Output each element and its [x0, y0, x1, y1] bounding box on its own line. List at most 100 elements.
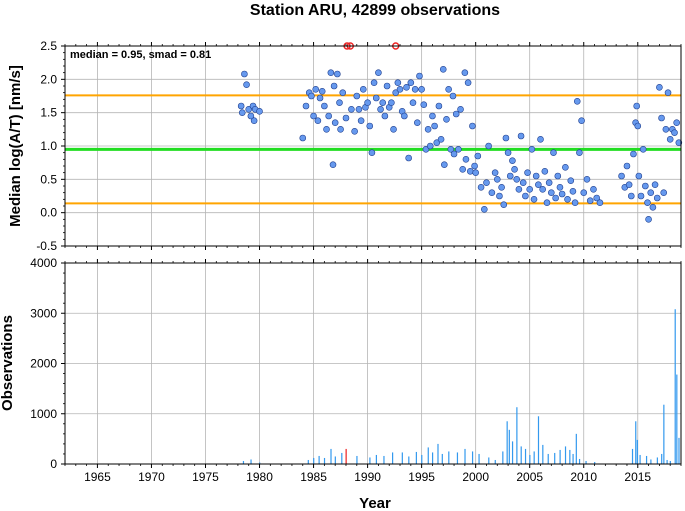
observation-bar: [334, 456, 336, 464]
median-point: [325, 112, 332, 120]
median-point: [623, 162, 631, 170]
median-point: [366, 122, 374, 130]
x-tick-label: 1990: [354, 470, 381, 484]
median-point: [314, 117, 322, 124]
observation-bar: [676, 374, 678, 464]
observation-bar: [478, 453, 480, 464]
median-point: [502, 134, 510, 142]
median-point: [513, 176, 521, 183]
observation-bar: [575, 433, 577, 464]
observations-x-ticks: 1965 1970 1975 1980 1985 1990 1995 2000 2005 2010…: [64, 259, 682, 484]
observation-bar: [415, 451, 417, 464]
y-tick-label: 2.0: [40, 72, 57, 86]
stats-annotation: median = 0.95, smad = 0.81: [70, 49, 211, 61]
median-point: [639, 146, 647, 153]
median-point: [666, 136, 674, 143]
observation-bar: [524, 448, 527, 464]
median-point: [424, 126, 432, 133]
median-point: [658, 114, 665, 122]
median-point: [580, 189, 588, 196]
observation-bar: [313, 457, 315, 464]
observation-bar: [635, 421, 637, 464]
median-point: [418, 86, 425, 93]
median-point: [488, 189, 496, 196]
y-tick-label: 2000: [30, 357, 57, 371]
observation-bar: [533, 451, 535, 464]
observation-bar: [661, 453, 663, 464]
observation-bar: [456, 452, 459, 464]
observation-bar-outlier: [345, 448, 347, 464]
observation-bar: [441, 453, 443, 464]
observation-bar: [578, 458, 581, 464]
median-point: [630, 150, 637, 158]
median-point: [483, 179, 490, 186]
median-point: [569, 188, 577, 195]
observation-bar: [421, 454, 423, 464]
median-point: [675, 139, 683, 146]
y-tick-label: 0: [50, 457, 57, 471]
median-point: [496, 192, 503, 200]
median-point: [377, 106, 384, 113]
observation-bar: [542, 444, 544, 464]
median-point: [645, 216, 652, 223]
x-tick-label: 1985: [300, 470, 327, 484]
median-point: [471, 162, 478, 170]
observation-bar: [516, 407, 518, 464]
y-tick-label: 1000: [30, 407, 57, 421]
observation-bar: [506, 421, 508, 464]
observation-bar: [375, 454, 377, 464]
median-point: [383, 82, 391, 90]
median-points: [237, 66, 683, 223]
median-point: [532, 172, 540, 180]
x-tick-label: 2000: [462, 470, 489, 484]
median-point: [673, 119, 680, 126]
x-tick-label: 1995: [408, 470, 435, 484]
median-point: [455, 146, 462, 153]
median-point: [485, 142, 492, 150]
median-point: [331, 119, 339, 126]
x-tick-label: 2015: [624, 470, 651, 484]
median-point: [237, 102, 245, 110]
median-point: [372, 94, 380, 102]
median-point: [515, 186, 523, 193]
median-point: [554, 172, 562, 180]
median-point: [498, 184, 505, 191]
median-point: [394, 79, 402, 86]
median-point: [593, 194, 601, 202]
observation-bar: [656, 457, 658, 464]
median-point: [509, 157, 516, 164]
median-point: [466, 168, 474, 175]
observation-bar: [431, 452, 434, 464]
median-point: [618, 172, 625, 180]
median-point: [426, 142, 434, 150]
observation-bar: [650, 459, 652, 464]
median-point: [504, 149, 512, 156]
median-point: [462, 156, 470, 163]
median-point: [583, 176, 591, 183]
observation-bar: [356, 455, 358, 464]
observation-bar: [554, 452, 556, 464]
reference-lines: [65, 94, 681, 205]
observation-bar: [537, 416, 540, 464]
observation-bar: [383, 455, 385, 464]
median-point: [644, 199, 651, 206]
median-point: [355, 106, 363, 113]
observation-bar: [307, 459, 309, 464]
observation-bar: [520, 446, 522, 464]
median-point: [388, 99, 395, 106]
median-point: [651, 181, 659, 188]
median-point: [310, 112, 317, 120]
median-point: [403, 84, 410, 91]
observation-bar: [502, 451, 504, 464]
median-point: [334, 70, 341, 78]
median-point: [459, 166, 466, 173]
observation-bar: [636, 439, 638, 464]
median-point: [396, 86, 404, 93]
median-point: [405, 154, 412, 162]
median-point: [653, 194, 661, 202]
median-point: [528, 146, 536, 153]
median-x-ticks: [64, 42, 682, 250]
observation-bar: [572, 453, 574, 464]
observations-y-axis-label: Observations: [0, 315, 16, 411]
